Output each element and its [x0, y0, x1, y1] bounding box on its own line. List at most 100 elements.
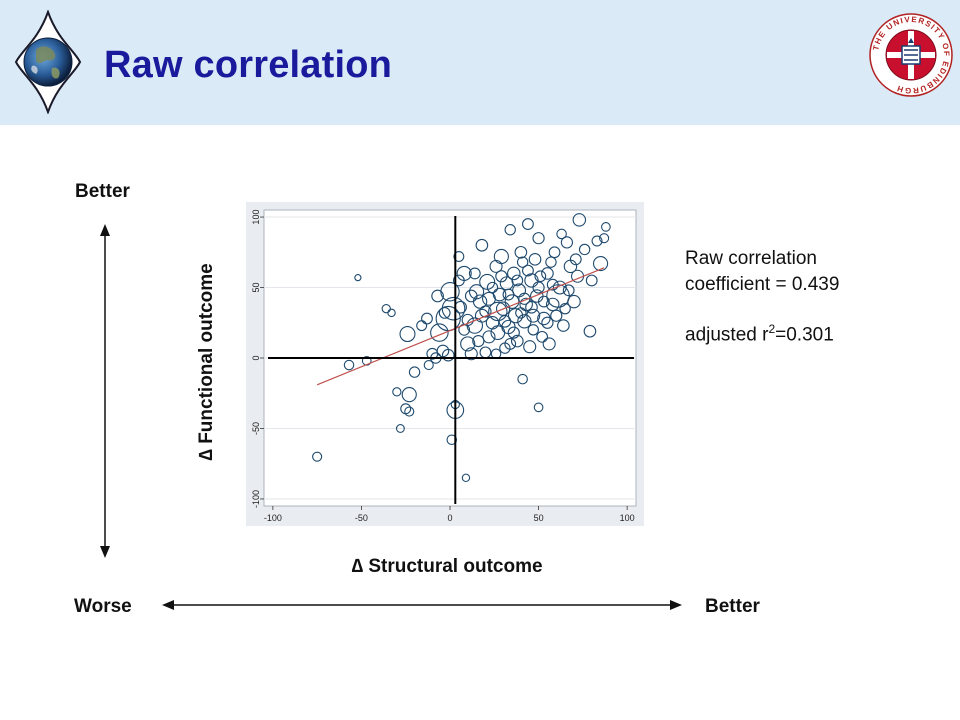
data-point: [438, 306, 451, 319]
data-point: [492, 287, 507, 302]
x-tick-label: -50: [355, 513, 368, 523]
y-tick-label: 100: [251, 210, 261, 225]
data-point: [507, 266, 521, 281]
annotation-line2: coefficient = 0.439: [685, 274, 840, 295]
data-point: [524, 273, 539, 288]
data-point: [578, 243, 591, 256]
data-point: [464, 347, 478, 361]
data-point: [522, 264, 534, 277]
data-point: [504, 224, 516, 236]
data-point: [534, 270, 547, 283]
x-tick-label: 0: [447, 513, 452, 523]
data-point: [395, 424, 405, 433]
horizontal-double-arrow: [162, 600, 682, 610]
header-banner: Raw correlation THE UNIVERSITY OF EDINBU…: [0, 0, 960, 125]
page-title: Raw correlation: [104, 44, 393, 86]
better-right-label: Better: [705, 596, 760, 617]
data-point: [404, 406, 415, 417]
data-point: [488, 301, 508, 322]
data-point: [441, 296, 466, 321]
data-point: [592, 255, 609, 272]
data-point: [541, 267, 554, 280]
data-point: [408, 366, 421, 378]
adjusted-r-value: =0.301: [775, 324, 834, 346]
data-point: [504, 294, 520, 309]
data-point: [545, 297, 560, 312]
annotation-line1: Raw correlation: [685, 248, 817, 269]
data-point: [585, 274, 598, 287]
data-point: [510, 334, 524, 348]
data-point: [507, 308, 524, 324]
data-point: [354, 274, 362, 282]
data-point: [601, 222, 611, 232]
x-tick-label: 50: [534, 513, 544, 523]
data-point: [312, 451, 323, 462]
data-point: [461, 473, 471, 483]
data-point: [435, 305, 461, 332]
fit-line: [316, 267, 605, 386]
adjusted-r2-annotation: adjusted r2=0.301: [685, 316, 834, 348]
data-point: [400, 403, 412, 415]
x-tick-label: 100: [620, 513, 635, 523]
data-point: [562, 284, 575, 297]
data-point: [431, 289, 444, 303]
data-point: [441, 348, 455, 362]
data-point: [456, 265, 472, 282]
data-point: [583, 324, 597, 338]
data-point: [401, 387, 417, 403]
data-point: [517, 373, 528, 385]
adjusted-r-prefix: adjusted r: [685, 324, 769, 346]
data-point: [516, 256, 529, 268]
data-point: [525, 300, 538, 314]
y-axis-label: ∆ Functional outcome: [196, 263, 217, 461]
data-point: [559, 302, 571, 315]
data-point: [518, 292, 531, 305]
data-point: [453, 251, 465, 263]
data-point: [526, 308, 541, 323]
data-point: [498, 315, 512, 328]
data-point: [548, 246, 561, 259]
data-point: [515, 307, 527, 319]
data-point: [550, 309, 563, 322]
data-point: [468, 267, 481, 280]
data-point: [569, 253, 582, 266]
data-point: [523, 340, 537, 354]
data-point: [472, 334, 485, 348]
x-axis-label: ∆ Structural outcome: [351, 556, 543, 577]
data-point: [475, 238, 489, 252]
data-point: [528, 253, 542, 266]
data-point: [423, 359, 434, 371]
data-point: [430, 323, 449, 342]
data-point: [599, 233, 610, 244]
data-point: [421, 312, 433, 325]
adjusted-r-superscript: 2: [768, 322, 776, 336]
data-point: [537, 295, 550, 308]
data-point: [482, 330, 496, 344]
data-point: [511, 274, 524, 287]
data-point: [479, 305, 492, 318]
data-point: [522, 218, 534, 231]
data-point: [527, 324, 539, 336]
data-point: [440, 282, 460, 302]
data-point: [542, 337, 556, 351]
data-point: [387, 308, 396, 318]
data-point: [392, 387, 402, 397]
data-point: [532, 281, 545, 294]
data-point: [552, 280, 567, 295]
data-point: [532, 232, 545, 245]
data-point: [464, 289, 478, 303]
data-point: [537, 311, 551, 326]
data-point: [461, 313, 474, 327]
data-point: [546, 278, 559, 291]
y-tick-label: -50: [251, 422, 261, 435]
data-point: [381, 304, 391, 314]
scatter-plot: -100 100 -50 50 0 0 50 -50 100 -100: [246, 202, 644, 526]
y-tick-label: 50: [251, 283, 261, 293]
vertical-double-arrow: [100, 224, 110, 558]
data-point: [343, 359, 355, 371]
data-point: [545, 256, 557, 268]
data-point: [493, 248, 509, 265]
data-point: [504, 337, 517, 350]
better-top-label: Better: [75, 181, 130, 202]
worse-label: Worse: [74, 596, 132, 617]
